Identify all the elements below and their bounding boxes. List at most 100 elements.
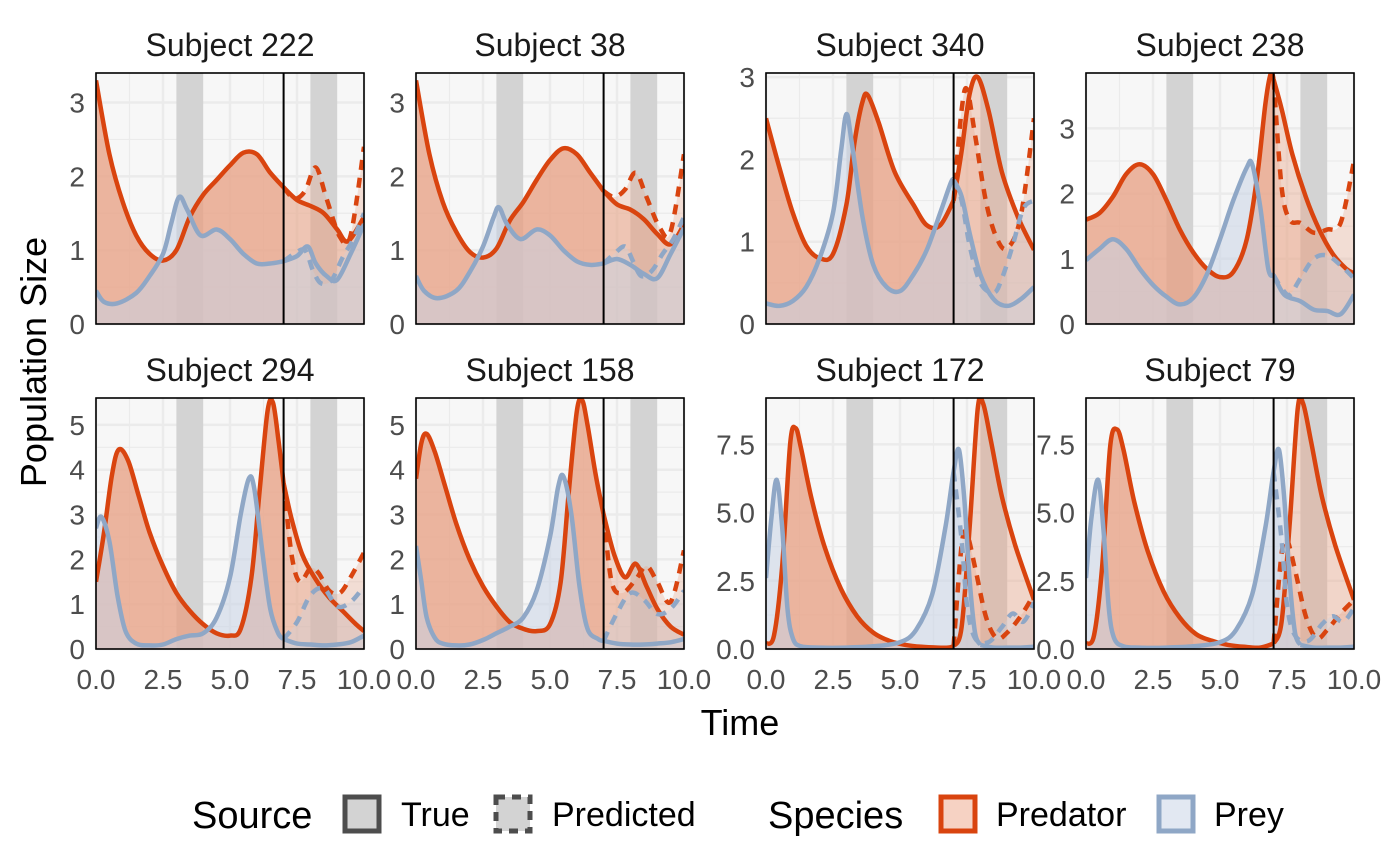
y-tick-label: 3 (389, 500, 405, 531)
x-tick-label: 5.0 (531, 664, 570, 695)
prey-area-true (96, 476, 284, 649)
panel-title: Subject 158 (465, 352, 634, 388)
series-group (416, 80, 684, 324)
predator-line-true (766, 424, 955, 649)
y-tick-label: 2 (389, 544, 405, 575)
predator-line-true-continued (951, 74, 1034, 251)
predator-line-true (1086, 73, 1276, 280)
series-group (96, 80, 364, 324)
prey-line-predicted (1271, 471, 1354, 644)
predator-area-true (766, 426, 954, 649)
series-group (1086, 398, 1354, 649)
x-tick-label: 0.0 (397, 664, 436, 695)
prey-line-true (766, 111, 956, 309)
y-tick-label: 3 (69, 500, 85, 531)
y-tick-label: 2 (69, 161, 85, 192)
shaded-band (310, 398, 338, 649)
y-tick-label: 5 (69, 410, 85, 441)
predator-area-true-continued (953, 398, 1034, 649)
shaded-band (630, 398, 658, 649)
legend: Source True Predicted Species Predator P… (192, 794, 1284, 837)
panel-border (1085, 397, 1355, 650)
prey-area-predicted (283, 586, 364, 649)
y-tick-label: 3 (69, 88, 85, 119)
predator-area-true-continued (283, 187, 364, 324)
x-tick-label: 10.0 (657, 664, 712, 695)
predator-line-predicted (601, 514, 684, 606)
x-tick-label: 10.0 (1007, 664, 1062, 695)
panel-border (415, 397, 685, 650)
y-tick-label: 2 (739, 144, 755, 175)
prey-line-true-continued (602, 226, 684, 282)
predator-line-predicted (281, 482, 364, 597)
legend-key-true (342, 794, 382, 834)
facet-panel: Subject 172 0.0 2.5 5.0 7.5 0.0 2.5 5.0 7.5 10.0 (716, 352, 1061, 695)
y-tick-label: 2.5 (1036, 566, 1075, 597)
y-tick-label: 1 (389, 589, 405, 620)
predator-line-true-continued (282, 185, 364, 244)
prey-line-true (766, 446, 983, 649)
shaded-band (1300, 398, 1328, 649)
y-tick-label: 0.0 (1036, 634, 1075, 665)
y-tick-label: 5 (389, 410, 405, 441)
y-tick-label: 1 (1059, 244, 1075, 275)
predator-line-predicted (602, 153, 684, 240)
x-tick-label: 10.0 (337, 664, 392, 695)
prey-line-predicted (282, 212, 364, 287)
series-group (766, 398, 1034, 649)
x-tick-label: 5.0 (1201, 664, 1240, 695)
shaded-band (980, 398, 1008, 649)
prey-line-predicted (1271, 252, 1354, 298)
facet-panel: Subject 222 0 1 2 3 (69, 27, 366, 340)
series-group (96, 398, 364, 649)
prey-line-true (1086, 446, 1303, 649)
y-tick-label: 2.5 (716, 566, 755, 597)
y-tick-label: 2 (1059, 179, 1075, 210)
facet-panel: Subject 158 0 1 2 3 4 5 0.0 2.5 5.0 7.5 10.0 (389, 352, 711, 695)
predator-line-true (766, 91, 956, 263)
y-tick-label: 0.0 (716, 634, 755, 665)
x-tick-label: 2.5 (464, 664, 503, 695)
x-axis-title: Time (701, 702, 780, 743)
y-tick-label: 0 (69, 634, 85, 665)
legend-species-title: Species (768, 795, 903, 837)
facet-panel: Subject 294 0 1 2 3 4 5 0.0 2.5 5.0 7.5 10.0 (69, 352, 391, 695)
panel-border (415, 72, 685, 325)
prey-line-true-continued (282, 223, 364, 284)
predator-line-true-continued (951, 398, 1034, 648)
shaded-band (630, 73, 658, 324)
y-tick-label: 4 (69, 455, 85, 486)
legend-label-true: True (401, 796, 470, 834)
facet-panel: Subject 238 0 1 2 3 (1059, 27, 1356, 340)
panel-title: Subject 79 (1144, 352, 1295, 388)
y-tick-label: 4 (389, 455, 405, 486)
legend-key-predator (938, 794, 978, 834)
prey-line-true-continued (979, 642, 1034, 649)
y-tick-label: 7.5 (1036, 429, 1075, 460)
y-tick-label: 5.0 (1036, 498, 1075, 529)
x-tick-label: 2.5 (144, 664, 183, 695)
panel-title: Subject 238 (1135, 27, 1304, 63)
prey-line-true-continued (1299, 642, 1354, 649)
predator-area-true (1086, 428, 1274, 649)
prey-area-predicted (283, 213, 364, 324)
prey-area-true (766, 448, 981, 649)
y-tick-label: 2 (69, 544, 85, 575)
shaded-band (496, 398, 524, 649)
prey-area-true-continued (953, 180, 1034, 324)
prey-line-true (96, 194, 284, 307)
predator-area-true (416, 398, 604, 649)
prey-area-true (96, 196, 284, 324)
panel-border (765, 72, 1035, 325)
x-tick-label: 2.5 (1134, 664, 1173, 695)
prey-line-true (1086, 158, 1276, 307)
y-tick-label: 0 (69, 309, 85, 340)
prey-area-predicted (953, 180, 1034, 324)
y-tick-label: 0 (739, 309, 755, 340)
prey-area-true (766, 114, 954, 324)
legend-label-predicted: Predicted (552, 796, 696, 834)
predator-area-true-continued (1273, 398, 1354, 649)
predator-area-true-continued (603, 191, 684, 324)
prey-line-predicted (602, 215, 684, 279)
